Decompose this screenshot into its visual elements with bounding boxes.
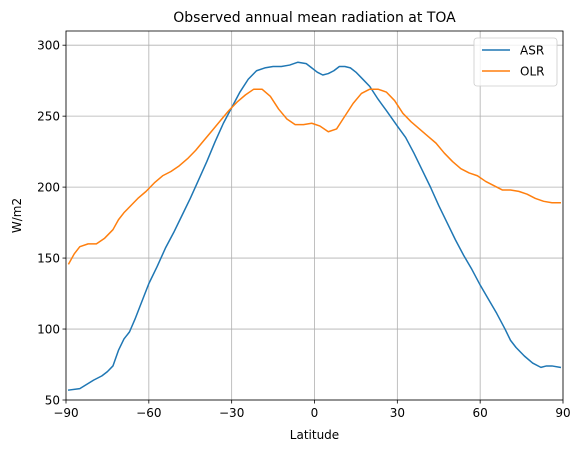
y-tick-label: 50 [45, 393, 60, 407]
x-axis-label: Latitude [290, 428, 339, 442]
y-axis-label: W/m2 [10, 198, 24, 233]
x-tick-label: −90 [53, 406, 78, 420]
series-layer [67, 61, 562, 391]
y-tick-label: 250 [37, 109, 60, 123]
legend: ASR OLR [473, 37, 558, 87]
y-tick-label: 200 [37, 180, 60, 194]
legend-label-olr: OLR [520, 64, 544, 78]
legend-label-asr: ASR [520, 43, 544, 57]
axis-ticks: −90 −60 −30 0 30 60 90 50 100 150 200 250 300 [37, 38, 571, 420]
x-tick-label: 30 [390, 406, 405, 420]
y-tick-label: 100 [37, 322, 60, 336]
x-tick-label: 90 [555, 406, 570, 420]
series-line-asr [67, 61, 562, 391]
x-tick-label: −60 [136, 406, 161, 420]
legend-box [473, 37, 558, 87]
y-tick-label: 150 [37, 251, 60, 265]
x-tick-label: 60 [473, 406, 488, 420]
series-line-olr [67, 88, 561, 265]
x-tick-label: 0 [311, 406, 319, 420]
y-tick-label: 300 [37, 38, 60, 52]
chart-title: Observed annual mean radiation at TOA [173, 10, 456, 26]
x-tick-label: −30 [219, 406, 244, 420]
